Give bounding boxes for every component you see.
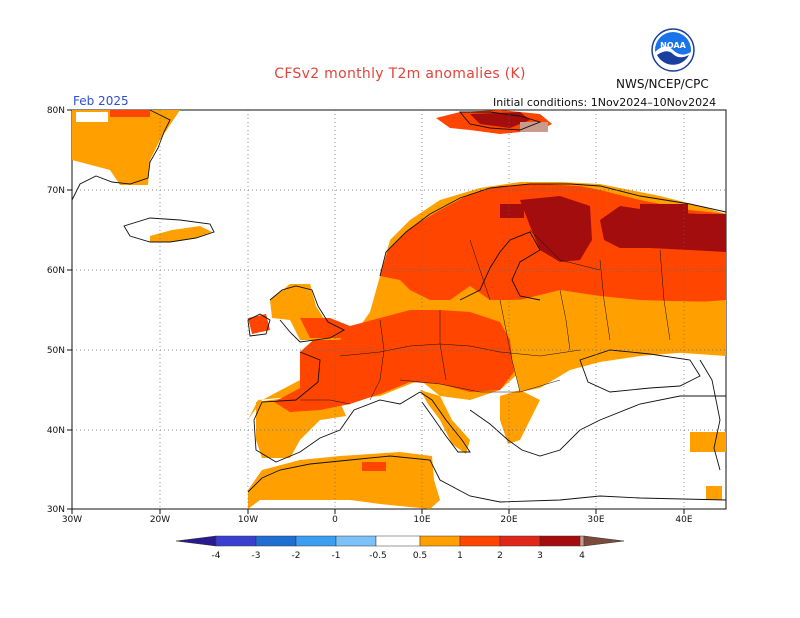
- colorbar-swatch: [459, 535, 501, 547]
- anomaly-region-east-orange: [510, 298, 726, 392]
- tick-marks: [67, 109, 685, 514]
- anomaly-region-iceland: [150, 226, 212, 242]
- colorbar-tick-label: 0.5: [413, 551, 427, 561]
- anomaly-region-caucasus: [690, 432, 726, 452]
- colorbar-tick-label: -0.5: [369, 551, 387, 561]
- anomaly-region-greenland-white: [76, 112, 108, 122]
- colorbar-swatch: [255, 535, 297, 547]
- anomaly-region-greenland-red: [110, 110, 150, 117]
- lat-tick-label: 60N: [47, 266, 65, 276]
- africa-coast: [247, 455, 727, 503]
- anomaly-fills: [72, 110, 726, 509]
- colorbar-tick-label: -1: [332, 551, 341, 561]
- lon-tick-label: 10W: [238, 515, 258, 525]
- anomaly-region-lapland-darkred: [500, 204, 524, 218]
- agency-label: NWS/NCEP/CPC: [616, 77, 709, 91]
- valid-month-label: Feb 2025: [73, 94, 129, 108]
- greenland-coast: [71, 109, 171, 201]
- lon-tick-label: 20E: [500, 515, 517, 525]
- anomaly-region-ireland: [248, 314, 270, 334]
- black-sea-coast: [579, 349, 701, 393]
- lat-tick-label: 80N: [47, 106, 65, 116]
- italy-coast: [419, 391, 471, 453]
- colorbar-swatch: [375, 535, 421, 547]
- anomaly-region-africa-red: [362, 462, 386, 471]
- baltic-coast: [459, 231, 541, 301]
- colorbar-swatch: [295, 535, 337, 547]
- iceland-coast: [123, 217, 215, 243]
- noaa-logo-icon: NOAA: [651, 28, 695, 72]
- lat-tick-label: 40N: [47, 426, 65, 436]
- colorbar-tick-label: 1: [457, 551, 463, 561]
- lon-tick-label: 0: [332, 515, 338, 525]
- europe-west-coast: [253, 351, 421, 463]
- anomaly-region-finland-darkred: [520, 196, 592, 262]
- coastlines: [71, 109, 727, 503]
- anomaly-region-barents-darkred: [640, 204, 688, 216]
- scandinavia-coast: [379, 183, 727, 277]
- anomaly-region-russia-darkred: [600, 206, 726, 252]
- colorbar-swatch: [579, 535, 585, 547]
- anomaly-region-iberia: [256, 396, 346, 458]
- lat-tick-label: 70N: [47, 186, 65, 196]
- anomaly-region-britain-red: [300, 318, 350, 338]
- anomaly-region-balkans: [500, 390, 540, 444]
- colorbar: [175, 535, 625, 547]
- balkans-coast: [469, 395, 726, 457]
- svalbard-coast: [459, 111, 542, 131]
- initial-conditions-label: Initial conditions: 1Nov2024–10Nov2024: [493, 96, 717, 109]
- anomaly-region-svalbard-tan: [520, 122, 548, 132]
- anomaly-region-svalbard-dark: [470, 112, 530, 128]
- colorbar-tick-label: -2: [292, 551, 301, 561]
- colorbar-tick-label: -3: [252, 551, 261, 561]
- ireland-coast: [247, 313, 271, 337]
- colorbar-swatch: [499, 535, 541, 547]
- lon-tick-label: 40E: [675, 515, 692, 525]
- anomaly-region-north-africa: [248, 452, 440, 509]
- colorbar-swatch: [419, 535, 461, 547]
- colorbar-swatch: [215, 535, 257, 547]
- colorbar-max-arrow: [583, 535, 625, 547]
- caspian-coast: [699, 359, 721, 471]
- colorbar-tick-label: 2: [497, 551, 503, 561]
- lon-tick-label: 30W: [62, 515, 82, 525]
- colorbar-swatch: [335, 535, 377, 547]
- colorbar-tick-label: -4: [212, 551, 221, 561]
- colorbar-tick-label: 3: [537, 551, 543, 561]
- lon-tick-label: 10E: [413, 515, 430, 525]
- anomaly-region-iran: [706, 486, 722, 500]
- anomaly-region-italy: [420, 390, 470, 454]
- lon-tick-label: 20W: [150, 515, 170, 525]
- britain-coast: [269, 285, 345, 343]
- lat-tick-label: 30N: [47, 505, 65, 515]
- chart-title: CFSv2 monthly T2m anomalies (K): [274, 66, 526, 82]
- graticule: [72, 110, 726, 509]
- colorbar-min-arrow: [175, 535, 217, 547]
- lon-tick-label: 30E: [587, 515, 604, 525]
- colorbar-swatch: [539, 535, 581, 547]
- anomaly-region-greenland: [72, 110, 180, 185]
- logo-text: NOAA: [660, 41, 686, 50]
- colorbar-tick-label: 4: [579, 551, 585, 561]
- lat-tick-label: 50N: [47, 346, 65, 356]
